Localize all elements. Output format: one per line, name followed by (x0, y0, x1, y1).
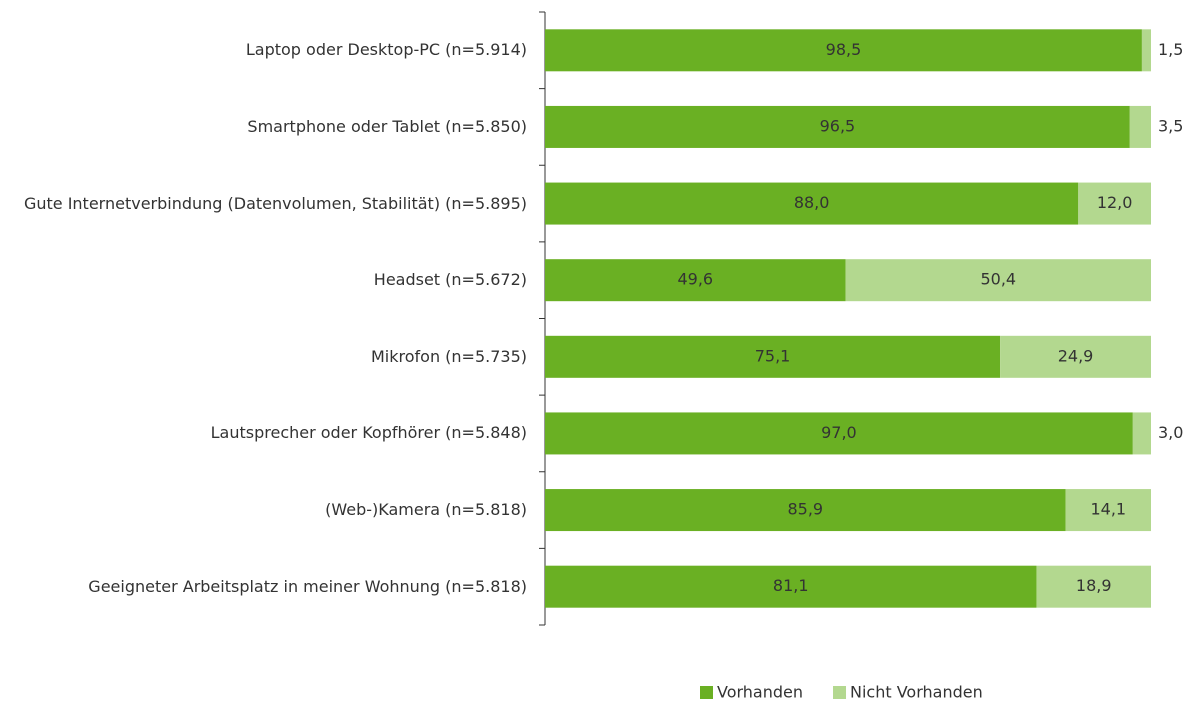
y-tick-label: Gute Internetverbindung (Datenvolumen, S… (23, 193, 527, 213)
data-label: 88,0 (794, 193, 830, 212)
bar-segment (545, 335, 1001, 378)
bar-segment (1129, 105, 1151, 148)
legend-swatch (833, 686, 847, 699)
bar-segment (1065, 489, 1151, 532)
data-label: 50,4 (980, 270, 1016, 289)
y-tick-label: Headset (n=5.672) (373, 270, 527, 290)
data-label: 3,5 (1158, 116, 1183, 135)
data-label: 3,0 (1158, 423, 1183, 442)
data-label: 18,9 (1076, 576, 1112, 595)
data-label: 81,1 (773, 576, 809, 595)
bar-segment (545, 259, 846, 302)
data-label: 75,1 (755, 346, 791, 365)
bar-segment (1078, 182, 1151, 225)
data-label: 12,0 (1097, 193, 1133, 212)
y-tick-label: Smartphone oder Tablet (n=5.850) (247, 116, 527, 136)
data-label: 97,0 (821, 423, 857, 442)
bar-segment (545, 29, 1142, 72)
data-label: 14,1 (1090, 500, 1126, 519)
bar-segment (845, 259, 1151, 302)
bar-segment (1036, 565, 1151, 608)
legend-swatch (700, 686, 713, 699)
bar-segment (1141, 29, 1151, 72)
data-label: 1,5 (1158, 40, 1183, 59)
legend-label: Nicht Vorhanden (850, 683, 983, 702)
bar-segment (545, 489, 1066, 532)
y-tick-label: Mikrofon (n=5.735) (370, 346, 527, 366)
data-label: 96,5 (820, 116, 856, 135)
y-tick-label: Laptop oder Desktop-PC (n=5.914) (245, 40, 527, 60)
bar-segment (1000, 335, 1151, 378)
bar-segment (545, 105, 1130, 148)
y-tick-label: (Web-)Kamera (n=5.818) (325, 500, 527, 520)
y-tick-label: Lautsprecher oder Kopfhörer (n=5.848) (210, 423, 527, 443)
data-label: 85,9 (787, 500, 823, 519)
legend-label: Vorhanden (717, 683, 803, 702)
bar-segment (1132, 412, 1151, 455)
bar-segment (545, 182, 1079, 225)
data-label: 49,6 (677, 270, 713, 289)
bar-segment (545, 565, 1037, 608)
data-label: 24,9 (1058, 346, 1094, 365)
bar-segment (545, 412, 1133, 455)
data-label: 98,5 (826, 40, 862, 59)
y-tick-label: Geeigneter Arbeitsplatz in meiner Wohnun… (88, 576, 527, 596)
